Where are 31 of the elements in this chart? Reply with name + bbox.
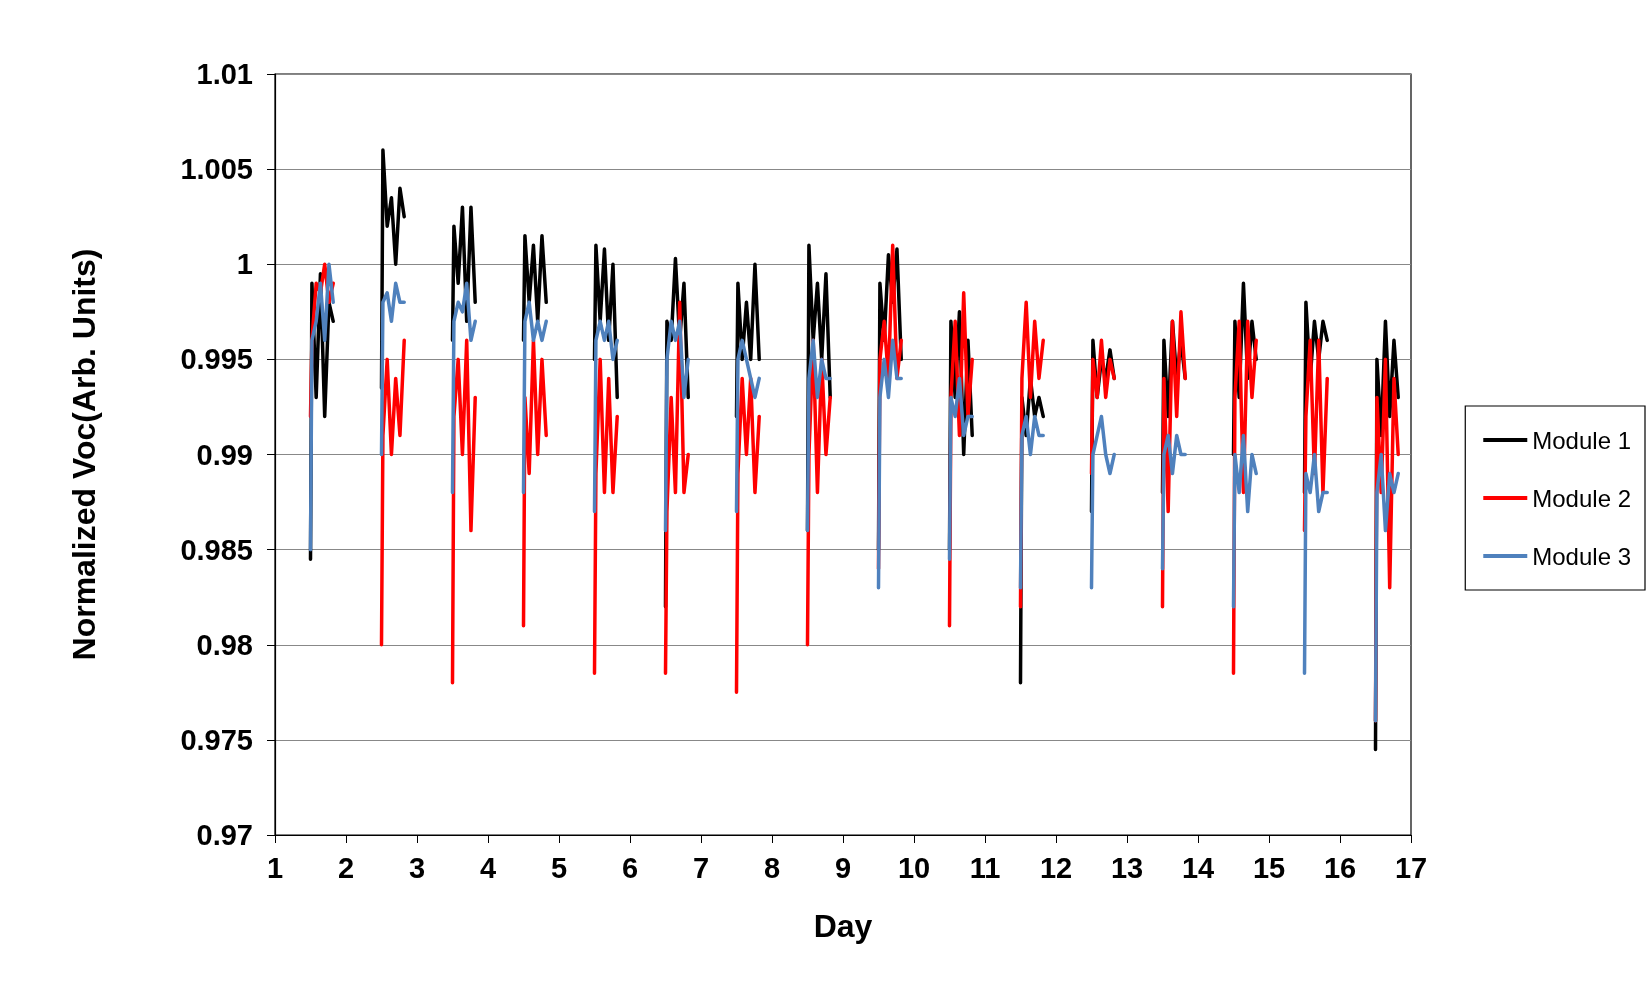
y-tick-label: 1 xyxy=(236,248,253,281)
x-tick-label: 15 xyxy=(1252,851,1286,884)
x-tick-label: 2 xyxy=(337,851,355,884)
x-tick-label: 14 xyxy=(1181,851,1215,884)
y-tick-label: 0.985 xyxy=(180,533,253,566)
legend-label: Module 1 xyxy=(1532,426,1631,454)
y-tick-label: 0.99 xyxy=(196,438,253,471)
legend-label: Module 3 xyxy=(1532,542,1631,570)
x-tick-label: 1 xyxy=(266,851,284,884)
y-tick-label: 0.98 xyxy=(196,628,253,661)
x-tick-label: 4 xyxy=(479,851,497,884)
x-tick-label: 10 xyxy=(897,851,931,884)
y-tick-label: 1.005 xyxy=(180,153,253,186)
x-tick-label: 3 xyxy=(408,851,426,884)
x-tick-label: 12 xyxy=(1039,851,1073,884)
y-tick-label: 0.97 xyxy=(196,819,253,851)
y-axis-title: Normalized Voc(Arb. Units) xyxy=(66,248,102,661)
y-tick-label: 1.01 xyxy=(196,58,253,90)
x-tick-label: 11 xyxy=(969,851,1001,884)
x-tick-label: 16 xyxy=(1323,851,1357,884)
x-axis-title: Day xyxy=(813,908,873,944)
x-tick-label: 6 xyxy=(621,851,639,884)
x-tick-label: 13 xyxy=(1110,851,1144,884)
y-tick-label: 0.975 xyxy=(180,723,253,756)
legend-label: Module 2 xyxy=(1532,484,1631,512)
x-tick-label: 8 xyxy=(763,851,781,884)
x-tick-label: 9 xyxy=(834,851,852,884)
x-tick-label: 5 xyxy=(550,851,568,884)
x-tick-label: 7 xyxy=(692,851,710,884)
y-tick-label: 0.995 xyxy=(180,343,253,376)
x-tick-label: 17 xyxy=(1394,851,1428,884)
